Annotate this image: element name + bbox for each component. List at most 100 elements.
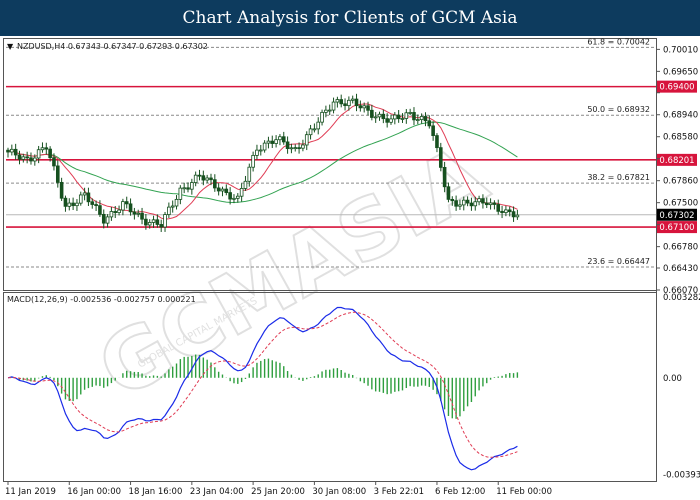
candle — [193, 171, 198, 187]
candle — [40, 142, 45, 153]
candle — [224, 184, 229, 196]
candle — [393, 112, 397, 125]
candle — [151, 215, 156, 228]
time-tick-label: 30 Jan 08:00 — [312, 487, 366, 497]
price-tick-label: 0.66070 — [663, 286, 698, 296]
candle — [178, 185, 183, 205]
macd-panel-border — [3, 292, 657, 482]
current-price-label: 0.67302 — [659, 211, 694, 221]
chart-banner: Chart Analysis for Clients of GCM Asia — [0, 0, 700, 36]
candle — [281, 131, 286, 145]
candle — [247, 163, 252, 187]
candle — [174, 195, 179, 210]
candle — [465, 196, 470, 207]
candle — [121, 198, 125, 216]
candle — [167, 202, 171, 218]
candle — [6, 147, 10, 158]
candle — [511, 206, 516, 222]
level-price-label: 0.69400 — [659, 83, 694, 93]
candle — [416, 114, 420, 125]
price-tick-label: 0.69650 — [663, 67, 698, 77]
candle — [147, 219, 152, 229]
candle — [197, 169, 202, 181]
candle — [235, 193, 240, 203]
candle — [25, 151, 29, 164]
candle — [128, 198, 133, 216]
watermark: GCMASIA GLOBAL CAPITAL MARKETS — [83, 127, 504, 419]
candle — [461, 196, 466, 211]
candle — [308, 124, 313, 140]
candle — [343, 98, 347, 111]
time-tick-label: 3 Feb 22:01 — [374, 487, 424, 497]
candle — [255, 144, 259, 160]
candle — [484, 197, 489, 209]
symbol-dropdown-icon[interactable]: ▼ — [7, 42, 14, 51]
time-tick-label: 11 Feb 00:00 — [496, 487, 552, 497]
candle — [301, 139, 305, 152]
candle — [71, 197, 75, 211]
candle — [270, 135, 275, 148]
level-tag-2 — [657, 221, 697, 234]
time-tick-label: 18 Jan 16:00 — [129, 487, 183, 497]
fib-label: 38.2 = 0.67821 — [587, 173, 650, 182]
price-tick-label: 0.68940 — [663, 111, 698, 121]
price-tick-label: 0.67500 — [663, 199, 698, 209]
candle — [274, 135, 278, 148]
candle — [496, 199, 501, 215]
candle — [216, 183, 221, 196]
candle — [190, 178, 194, 195]
candle — [481, 194, 485, 209]
candle — [67, 198, 72, 211]
candle — [412, 107, 416, 126]
price-tick-label: 0.68580 — [663, 133, 698, 143]
time-tick-label: 6 Feb 12:00 — [435, 487, 485, 497]
candle — [389, 114, 393, 125]
candle — [29, 152, 33, 165]
candle — [362, 102, 366, 113]
macd-tick-label: 0.00 — [663, 374, 682, 384]
price-tick-label: 0.67860 — [663, 177, 698, 187]
candle — [473, 196, 478, 211]
candle — [312, 123, 317, 133]
candle — [454, 195, 458, 211]
candle — [17, 150, 22, 165]
candle — [78, 191, 83, 206]
candle — [117, 205, 121, 216]
candle — [446, 182, 451, 203]
candle — [423, 112, 428, 127]
candle — [109, 206, 114, 221]
candle — [419, 113, 424, 124]
candle — [82, 187, 87, 201]
candle — [52, 153, 56, 171]
candle — [170, 200, 175, 213]
ma-fast-line — [7, 103, 518, 220]
level-tag-0 — [657, 80, 697, 93]
candle — [285, 136, 290, 154]
macd-line — [7, 306, 518, 471]
candle — [21, 153, 26, 163]
level-price-label: 0.67100 — [659, 223, 694, 233]
candle — [201, 170, 206, 186]
candle — [327, 104, 332, 116]
candle — [289, 143, 294, 154]
time-tick-label: 23 Jan 04:00 — [190, 487, 244, 497]
macd-tick-label: -0.003936 — [663, 471, 700, 481]
current-price-tag — [657, 208, 697, 221]
candle — [385, 113, 389, 128]
level-price-label: 0.68201 — [659, 156, 694, 166]
candle — [63, 195, 68, 212]
candle — [408, 108, 412, 116]
time-tick-label: 25 Jan 20:00 — [251, 487, 305, 497]
candle — [48, 146, 52, 162]
candle — [339, 94, 344, 108]
watermark-brand: GCMASIA — [84, 128, 503, 418]
candle — [278, 134, 282, 146]
candle — [159, 219, 164, 232]
candle — [44, 142, 49, 155]
time-tick-label: 11 Jan 2019 — [5, 487, 56, 497]
candle — [435, 133, 439, 153]
candle — [136, 209, 141, 218]
candle — [163, 211, 167, 232]
banner-title: Chart Analysis for Clients of GCM Asia — [182, 8, 518, 28]
